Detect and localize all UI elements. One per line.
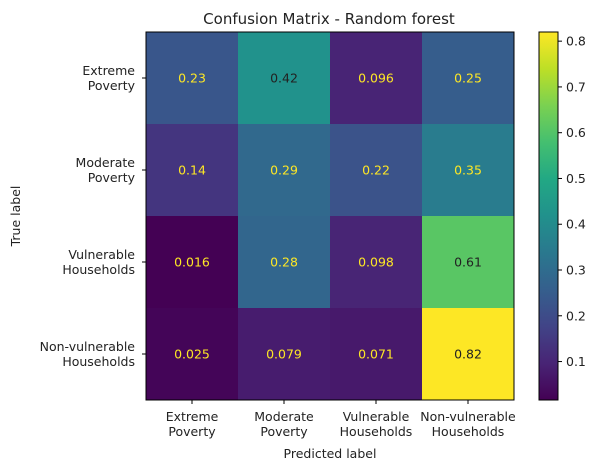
heatmap-cell [238,32,331,125]
colorbar-tick-label: 0.6 [566,125,586,140]
cell-value-label: 0.22 [362,163,390,178]
cell-value-label: 0.35 [454,163,482,178]
x-tick-label: Vulnerable Households [340,409,413,439]
heatmap-frame [145,31,515,401]
x-axis-ticks: Extreme Poverty Moderate Poverty Vulnerable H… [166,400,516,439]
heatmap-cell [330,216,423,309]
heatmap-cell [422,124,515,217]
heatmap-cell [422,308,515,401]
y-axis-ticks: Extreme Poverty Moderate Poverty Vulnerable H… [40,63,146,369]
heatmap-cell [330,32,423,125]
heatmap-cells [146,32,515,401]
cell-value-label: 0.025 [174,347,210,362]
colorbar-ticks: 0.1 0.2 0.3 0.4 0.5 0.6 0.7 0.8 [558,34,586,369]
cell-value-label: 0.071 [358,347,394,362]
cell-value-label: 0.098 [358,255,394,270]
colorbar-tick-label: 0.4 [566,217,586,232]
cell-value-label: 0.14 [178,163,206,178]
y-tick-label: Moderate Poverty [76,155,136,185]
heatmap-cell [238,124,331,217]
x-axis-label: Predicted label [284,446,377,461]
y-tick-label: Vulnerable Households [62,247,135,277]
x-tick-label: Extreme Poverty [166,409,219,439]
colorbar-tick-label: 0.1 [566,354,586,369]
cell-value-label: 0.82 [454,347,482,362]
cell-value-label: 0.29 [270,163,298,178]
cell-value-label: 0.079 [266,347,302,362]
cell-value-label: 0.61 [454,255,482,270]
cell-value-label: 0.28 [270,255,298,270]
cell-value-label: 0.23 [178,71,206,86]
heatmap-cell [422,216,515,309]
y-axis-label: True label [8,186,23,248]
colorbar-tick-label: 0.5 [566,171,586,186]
heatmap-cell [146,32,239,125]
heatmap-cell [146,124,239,217]
x-tick-label: Moderate Poverty [254,409,314,439]
colorbar-tick-label: 0.8 [566,34,586,49]
cell-value-label: 0.096 [358,71,394,86]
x-tick-label: Non-vulnerable Households [420,409,516,439]
heatmap-cell [238,216,331,309]
heatmap-cell [330,124,423,217]
cell-value-label: 0.25 [454,71,482,86]
heatmap-cell [238,308,331,401]
colorbar-tick-label: 0.3 [566,263,586,278]
colorbar [538,31,559,401]
cell-value-label: 0.42 [270,71,298,86]
cell-value-label: 0.016 [174,255,210,270]
heatmap-cell [330,308,423,401]
heatmap-cell-labels: 0.23 0.42 0.096 0.25 0.14 0.29 0.22 0.35 0.016 0.… [174,71,482,362]
heatmap-cell [146,308,239,401]
y-tick-label: Non-vulnerable Households [40,339,136,369]
colorbar-tick-label: 0.7 [566,79,586,94]
chart-title: Confusion Matrix - Random forest [203,10,455,28]
heatmap-cell [422,32,515,125]
colorbar-tick-label: 0.2 [566,308,586,323]
y-tick-label: Extreme Poverty [82,63,135,93]
heatmap-cell [146,216,239,309]
